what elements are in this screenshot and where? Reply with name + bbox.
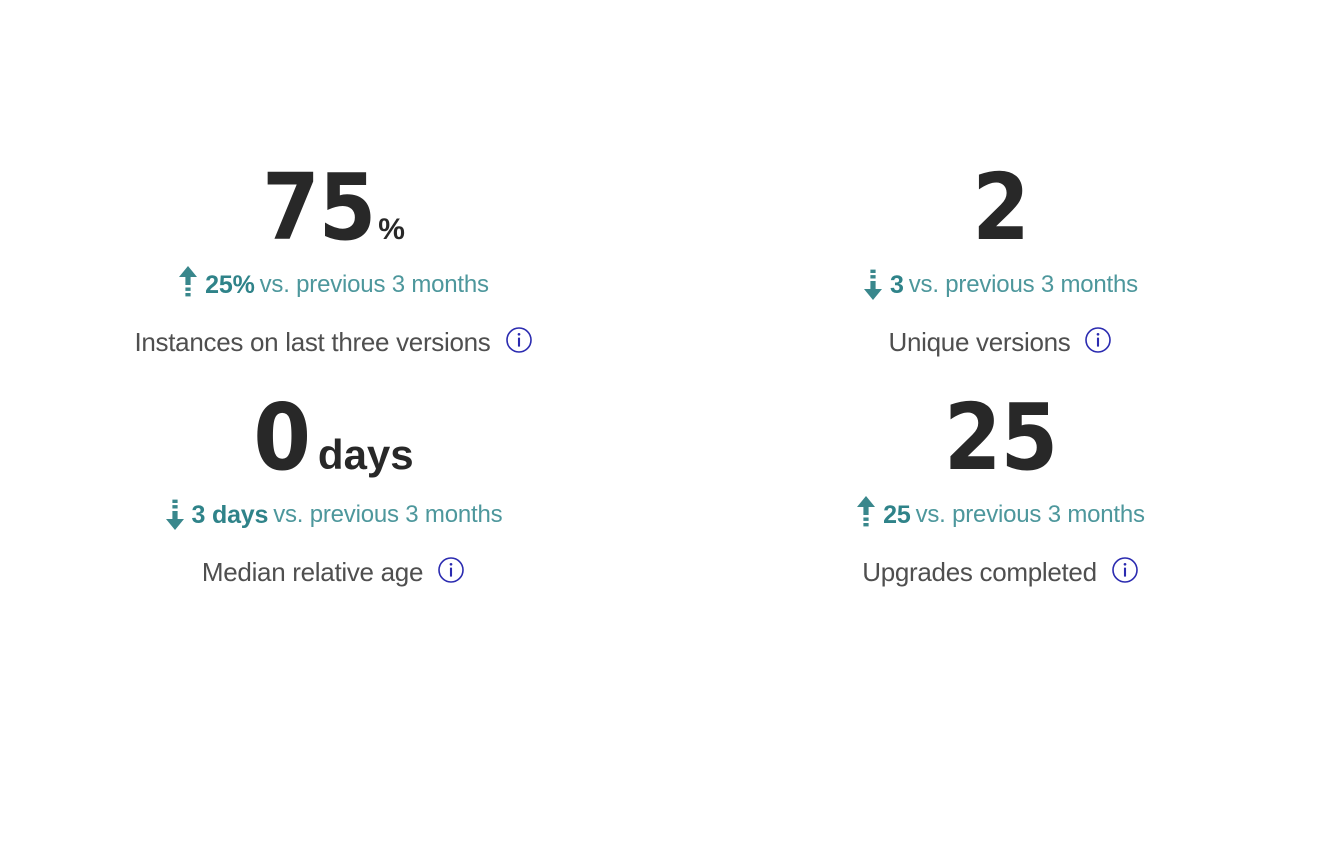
arrow-up-dashed-icon	[178, 266, 198, 304]
metric-delta-text: vs. previous 3 months	[915, 501, 1145, 528]
info-circle-icon[interactable]	[1111, 556, 1139, 588]
metric-delta-value: 25%	[205, 270, 255, 299]
metric-delta-value: 3	[890, 270, 904, 299]
metric-value-suffix: %	[378, 212, 405, 246]
metric-delta-text: vs. previous 3 months	[908, 271, 1138, 298]
metric-label: Unique versions	[888, 326, 1071, 357]
metric-delta-value: 25	[883, 500, 911, 529]
arrow-down-dashed-icon	[165, 496, 185, 534]
kpi-card-unique-versions: 2 3 vs. previous 3 months Unique version…	[667, 0, 1334, 400]
metric-value: 2	[972, 153, 1030, 261]
arrow-down-dashed-icon	[863, 266, 883, 304]
metric-label: Instances on last three versions	[134, 326, 491, 357]
metric-delta-line: 25 vs. previous 3 months	[856, 496, 1145, 534]
metric-label-line: Median relative age	[202, 556, 465, 588]
metric-value: 0	[253, 383, 311, 491]
metric-value-line: 25	[943, 383, 1058, 491]
metric-value-line: 2	[972, 153, 1030, 261]
kpi-card-upgrades-completed: 25 25 vs. previous 3 months Upgrades com…	[667, 391, 1334, 770]
metric-value: 75	[262, 153, 376, 261]
metric-delta-text: vs. previous 3 months	[259, 271, 489, 298]
metric-label-line: Upgrades completed	[862, 556, 1139, 588]
metric-value-suffix: days	[317, 430, 414, 478]
metric-value-line: 75 %	[262, 153, 405, 261]
metric-label: Median relative age	[201, 556, 424, 587]
metric-delta-line: 25% vs. previous 3 months	[178, 266, 489, 304]
metric-label-line: Unique versions	[889, 326, 1113, 358]
kpi-card-median-relative-age: 0 days 3 days vs. previous 3 months Medi…	[0, 391, 667, 770]
arrow-up-dashed-icon	[856, 496, 876, 534]
metric-delta-text: vs. previous 3 months	[273, 501, 503, 528]
metric-value: 25	[943, 383, 1058, 491]
metric-label: Upgrades completed	[862, 556, 1097, 587]
metric-value-line: 0 days	[253, 383, 414, 491]
kpi-card-instances-on-last-three-versions: 75 % 25% vs. previous 3 months Instances…	[0, 0, 667, 400]
info-circle-icon[interactable]	[437, 556, 465, 588]
metric-delta-value: 3 days	[191, 500, 269, 529]
info-circle-icon[interactable]	[505, 326, 533, 358]
info-circle-icon[interactable]	[1084, 326, 1112, 358]
metric-delta-line: 3 vs. previous 3 months	[863, 266, 1138, 304]
metric-label-line: Instances on last three versions	[134, 326, 532, 358]
metric-delta-line: 3 days vs. previous 3 months	[165, 496, 503, 534]
